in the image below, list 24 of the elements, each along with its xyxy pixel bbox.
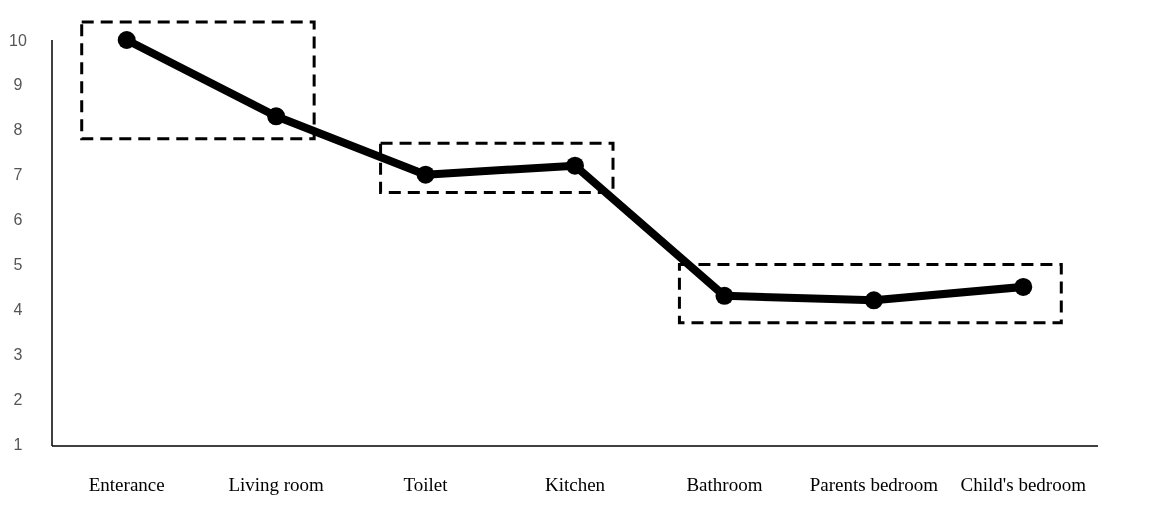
x-tick-label: Toilet xyxy=(403,474,449,495)
y-tick-label: 1 xyxy=(13,435,23,453)
x-tick-label: Enterance xyxy=(88,474,165,495)
y-tick-label: 4 xyxy=(13,300,23,318)
y-tick-label: 5 xyxy=(13,256,23,274)
point xyxy=(1014,277,1033,296)
x-tick-label: Living room xyxy=(228,474,325,495)
y-tick-label: 6 xyxy=(13,211,23,229)
y-tick-label: 9 xyxy=(13,76,23,94)
y-tick-label: 2 xyxy=(13,390,23,408)
x-tick-label: Kitchen xyxy=(544,474,606,495)
point xyxy=(864,291,883,310)
point xyxy=(715,286,734,305)
x-tick-label: Child's bedroom xyxy=(960,474,1087,495)
point xyxy=(267,107,286,126)
y-tick-label: 10 xyxy=(9,31,27,49)
point xyxy=(117,31,136,49)
point xyxy=(416,165,435,184)
point xyxy=(566,156,584,175)
x-tick-label: Parents bedroom xyxy=(809,474,939,495)
y-tick-label: 7 xyxy=(13,166,23,184)
y-tick-label: 3 xyxy=(13,345,23,363)
y-tick-label: 8 xyxy=(13,121,23,139)
x-tick-label: Bathroom xyxy=(686,474,763,495)
